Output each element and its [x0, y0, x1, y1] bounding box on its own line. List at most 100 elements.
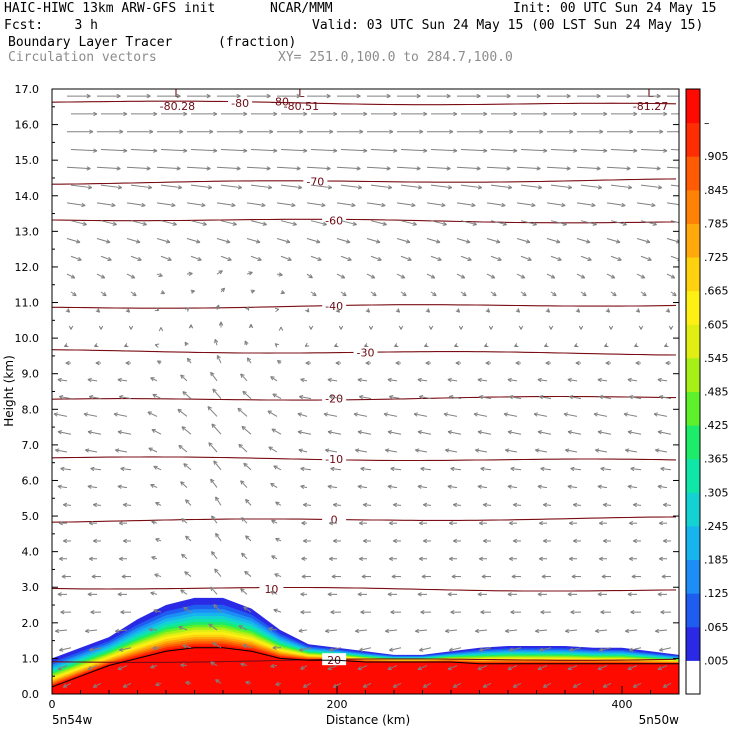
circulation-vector — [357, 430, 372, 435]
circulation-vector — [447, 430, 462, 435]
colorbar-frame — [685, 88, 701, 695]
circulation-vector — [95, 360, 101, 366]
circulation-vector — [154, 573, 162, 578]
circulation-vector — [183, 606, 192, 613]
circulation-vector — [456, 166, 481, 171]
circulation-vector — [65, 308, 71, 313]
circulation-vector — [370, 184, 393, 190]
circulation-vector — [353, 412, 368, 417]
circulation-vector — [245, 535, 252, 542]
circulation-vector — [550, 184, 573, 190]
circulation-vector — [275, 537, 282, 542]
circulation-vector — [447, 484, 458, 489]
circulation-vector — [511, 574, 521, 579]
circulation-vector — [635, 360, 641, 366]
circulation-vector — [580, 255, 592, 262]
circulation-vector — [510, 466, 522, 472]
circulation-vector — [115, 628, 128, 634]
circulation-vector — [126, 166, 151, 171]
contour-min-value: -81.27 — [633, 100, 668, 113]
circulation-vector — [391, 574, 401, 579]
circulation-vector — [155, 538, 162, 543]
circulation-vector — [217, 93, 241, 99]
circulation-vector — [310, 148, 338, 153]
circulation-vector — [657, 430, 672, 435]
circulation-vector — [328, 520, 337, 526]
circulation-vector — [270, 590, 278, 595]
circulation-vector — [357, 484, 368, 489]
circulation-vector — [628, 647, 642, 652]
circulation-vector — [154, 343, 160, 348]
circulation-vector — [366, 237, 381, 244]
circulation-vector — [424, 343, 429, 348]
circulation-vector — [640, 255, 652, 262]
circulation-vector — [242, 644, 252, 649]
circulation-vector — [246, 202, 266, 208]
circulation-vector — [452, 502, 462, 508]
circulation-vector — [422, 538, 431, 544]
field-title: Boundary Layer Tracer — [8, 35, 173, 50]
circulation-vector — [70, 184, 93, 190]
colorbar-swatch — [686, 189, 700, 224]
contour-label-background — [322, 452, 347, 465]
circulation-vector — [306, 273, 313, 279]
circulation-vector — [657, 665, 668, 671]
colorbar-swatch — [686, 593, 700, 628]
contour-label-background — [259, 582, 284, 595]
circulation-vector — [277, 129, 304, 134]
circulation-vector — [88, 647, 102, 652]
circulation-vector — [600, 609, 611, 615]
circulation-vector — [340, 291, 347, 297]
header-init-time: Init: 00 UTC Sun 24 May 15 — [513, 1, 717, 16]
circulation-vector — [190, 255, 202, 262]
circulation-vector — [634, 343, 639, 348]
circulation-vector — [278, 326, 284, 331]
circulation-vector — [606, 202, 626, 208]
circulation-vector — [92, 538, 101, 544]
circulation-vector — [100, 220, 117, 226]
circulation-vector — [323, 412, 338, 417]
circulation-vector — [155, 681, 162, 687]
circulation-vector — [246, 237, 261, 244]
circulation-vector — [267, 410, 278, 417]
circulation-vector — [130, 184, 153, 190]
circulation-vector — [212, 642, 222, 649]
circulation-vector — [400, 184, 423, 190]
colorbar-swatch — [686, 324, 700, 359]
circulation-vector — [655, 628, 668, 634]
circulation-vector — [461, 111, 488, 117]
circulation-vector — [477, 430, 492, 435]
circulation-vector — [216, 270, 223, 275]
circulation-vector — [569, 394, 582, 400]
circulation-vector — [215, 532, 222, 542]
circulation-vector — [537, 377, 548, 383]
circulation-vector — [477, 484, 488, 489]
circulation-vector — [336, 202, 356, 208]
circulation-vector — [150, 377, 158, 382]
colorbar-swatch — [686, 89, 700, 124]
circulation-vector — [274, 573, 282, 578]
circulation-vector — [456, 202, 476, 208]
circulation-vector — [430, 291, 437, 297]
circulation-vector — [248, 324, 254, 329]
circulation-vector — [535, 628, 548, 634]
circulation-vector — [640, 184, 663, 190]
circulation-vector — [540, 466, 552, 472]
circulation-vector — [580, 291, 587, 297]
circulation-vector — [55, 448, 68, 453]
circulation-vector — [627, 430, 642, 435]
circulation-vector — [390, 466, 402, 472]
circulation-vector — [117, 377, 128, 383]
circulation-vector — [327, 665, 338, 671]
circulation-vector — [329, 394, 342, 400]
circulation-vector — [632, 538, 641, 544]
circulation-vector — [445, 448, 458, 453]
circulation-vector — [181, 518, 188, 524]
circulation-vector — [328, 647, 342, 652]
y-tick-label: 11.0 — [15, 297, 40, 310]
circulation-vector — [272, 393, 282, 400]
y-tick-label: 2.0 — [22, 617, 40, 630]
circulation-vector — [572, 682, 582, 688]
circulation-vector — [130, 220, 147, 226]
circulation-vector — [67, 93, 91, 99]
